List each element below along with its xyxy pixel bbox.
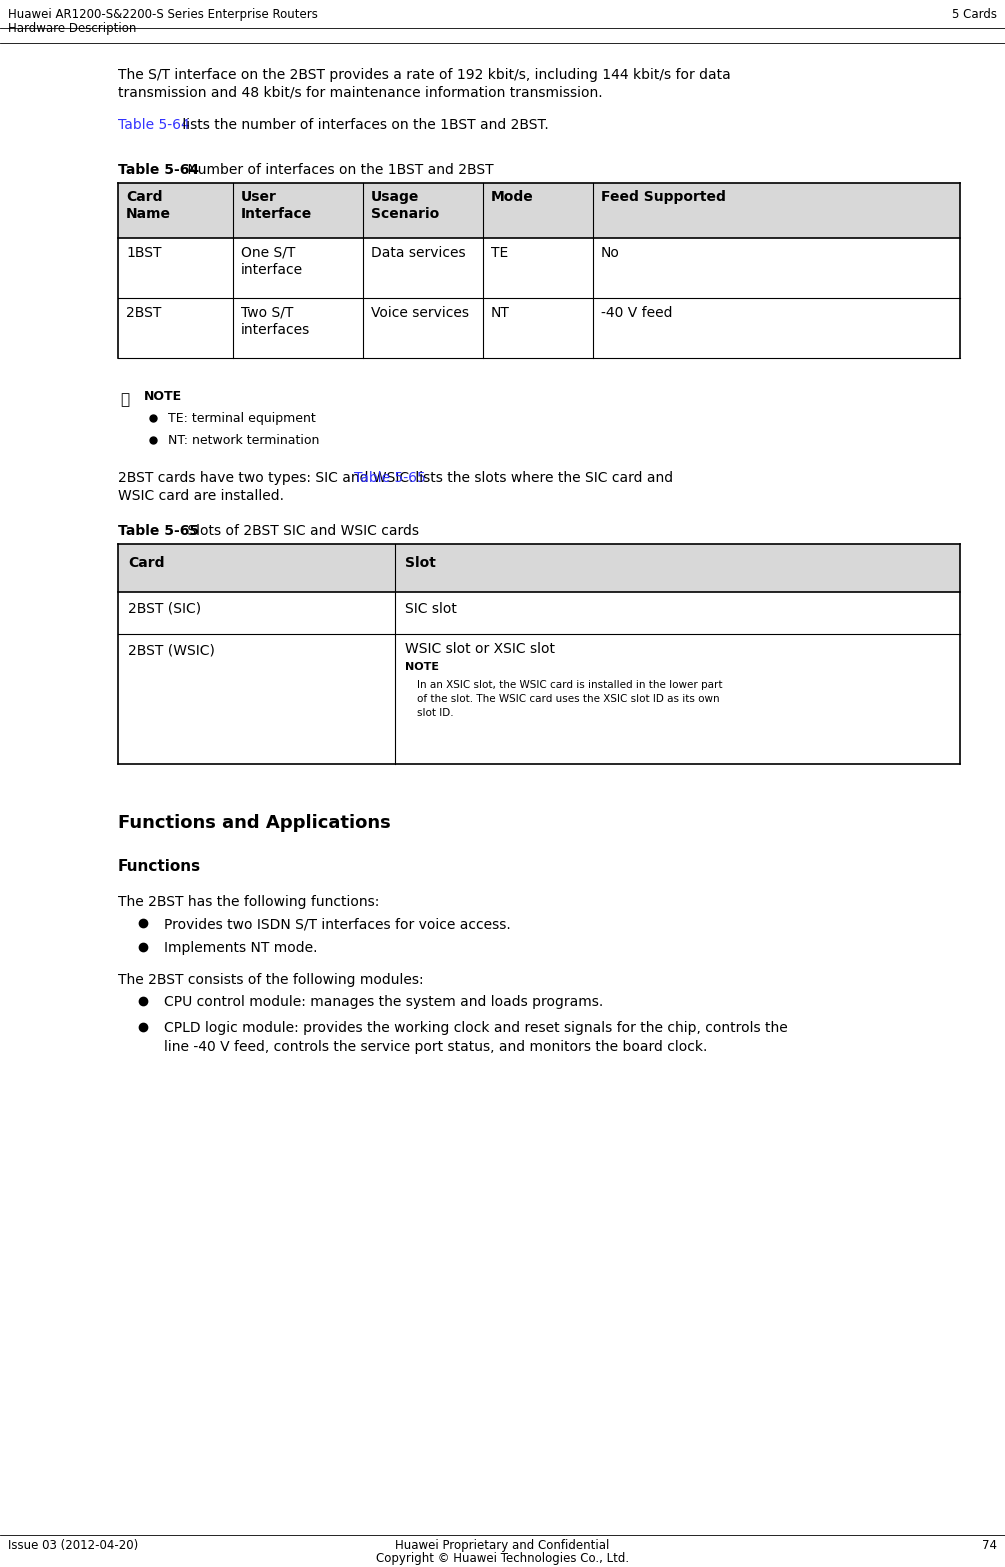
Text: Huawei Proprietary and Confidential: Huawei Proprietary and Confidential	[395, 1539, 610, 1551]
Text: Card
Name: Card Name	[126, 190, 171, 221]
Text: Table 5-65: Table 5-65	[354, 472, 425, 486]
Text: Hardware Description: Hardware Description	[8, 22, 137, 34]
Text: One S/T
interface: One S/T interface	[241, 246, 304, 277]
Text: No: No	[601, 246, 620, 260]
Text: lists the slots where the SIC card and: lists the slots where the SIC card and	[411, 472, 673, 486]
Bar	[118, 544, 960, 592]
Text: 5 Cards: 5 Cards	[952, 8, 997, 22]
Text: CPU control module: manages the system and loads programs.: CPU control module: manages the system a…	[164, 995, 603, 1009]
Text: 2BST cards have two types: SIC and WSIC.: 2BST cards have two types: SIC and WSIC.	[118, 472, 418, 486]
Text: Table 5-64: Table 5-64	[118, 118, 190, 132]
Text: 2BST: 2BST	[126, 306, 162, 320]
Bar	[118, 183, 960, 238]
Text: NOTE: NOTE	[144, 390, 182, 403]
Text: Two S/T
interfaces: Two S/T interfaces	[241, 306, 311, 337]
Bar	[118, 238, 960, 298]
Text: Issue 03 (2012-04-20): Issue 03 (2012-04-20)	[8, 1539, 139, 1551]
Text: SIC slot: SIC slot	[405, 602, 457, 616]
Text: lists the number of interfaces on the 1BST and 2BST.: lists the number of interfaces on the 1B…	[178, 118, 549, 132]
Text: WSIC card are installed.: WSIC card are installed.	[118, 489, 284, 503]
Text: Usage
Scenario: Usage Scenario	[371, 190, 439, 221]
Bar	[118, 635, 960, 765]
Bar	[118, 298, 960, 357]
Text: NT: NT	[491, 306, 510, 320]
Text: transmission and 48 kbit/s for maintenance information transmission.: transmission and 48 kbit/s for maintenan…	[118, 86, 603, 100]
Text: Slot: Slot	[405, 556, 436, 570]
Text: User
Interface: User Interface	[241, 190, 313, 221]
Text: Table 5-64: Table 5-64	[118, 163, 199, 177]
Text: NT: network termination: NT: network termination	[168, 434, 320, 447]
Text: 74: 74	[982, 1539, 997, 1551]
Text: 2BST (WSIC): 2BST (WSIC)	[128, 644, 215, 658]
Bar	[118, 592, 960, 635]
Text: The 2BST consists of the following modules:: The 2BST consists of the following modul…	[118, 973, 424, 987]
Text: Functions: Functions	[118, 859, 201, 874]
Text: 2BST (SIC): 2BST (SIC)	[128, 602, 201, 616]
Text: Copyright © Huawei Technologies Co., Ltd.: Copyright © Huawei Technologies Co., Ltd…	[376, 1551, 629, 1565]
Text: Card: Card	[128, 556, 165, 570]
Text: 1BST: 1BST	[126, 246, 162, 260]
Text: Implements NT mode.: Implements NT mode.	[164, 942, 318, 954]
Text: Slots of 2BST SIC and WSIC cards: Slots of 2BST SIC and WSIC cards	[183, 523, 419, 537]
Text: CPLD logic module: provides the working clock and reset signals for the chip, co: CPLD logic module: provides the working …	[164, 1022, 788, 1055]
Text: Number of interfaces on the 1BST and 2BST: Number of interfaces on the 1BST and 2BS…	[183, 163, 493, 177]
Text: Feed Supported: Feed Supported	[601, 190, 726, 204]
Text: TE: TE	[491, 246, 509, 260]
Text: Huawei AR1200-S&2200-S Series Enterprise Routers: Huawei AR1200-S&2200-S Series Enterprise…	[8, 8, 318, 20]
Text: Data services: Data services	[371, 246, 465, 260]
Text: The S/T interface on the 2BST provides a rate of 192 kbit/s, including 144 kbit/: The S/T interface on the 2BST provides a…	[118, 67, 731, 81]
Text: Functions and Applications: Functions and Applications	[118, 813, 391, 832]
Text: -40 V feed: -40 V feed	[601, 306, 672, 320]
Text: Mode: Mode	[491, 190, 534, 204]
Text: Table 5-65: Table 5-65	[118, 523, 199, 537]
Text: TE: terminal equipment: TE: terminal equipment	[168, 412, 316, 425]
Text: The 2BST has the following functions:: The 2BST has the following functions:	[118, 895, 379, 909]
Text: WSIC slot or XSIC slot: WSIC slot or XSIC slot	[405, 642, 555, 657]
Text: 📖: 📖	[120, 392, 129, 407]
Text: NOTE: NOTE	[405, 661, 439, 672]
Text: Provides two ISDN S/T interfaces for voice access.: Provides two ISDN S/T interfaces for voi…	[164, 917, 511, 931]
Text: Voice services: Voice services	[371, 306, 469, 320]
Text: In an XSIC slot, the WSIC card is installed in the lower part
of the slot. The W: In an XSIC slot, the WSIC card is instal…	[417, 680, 723, 718]
